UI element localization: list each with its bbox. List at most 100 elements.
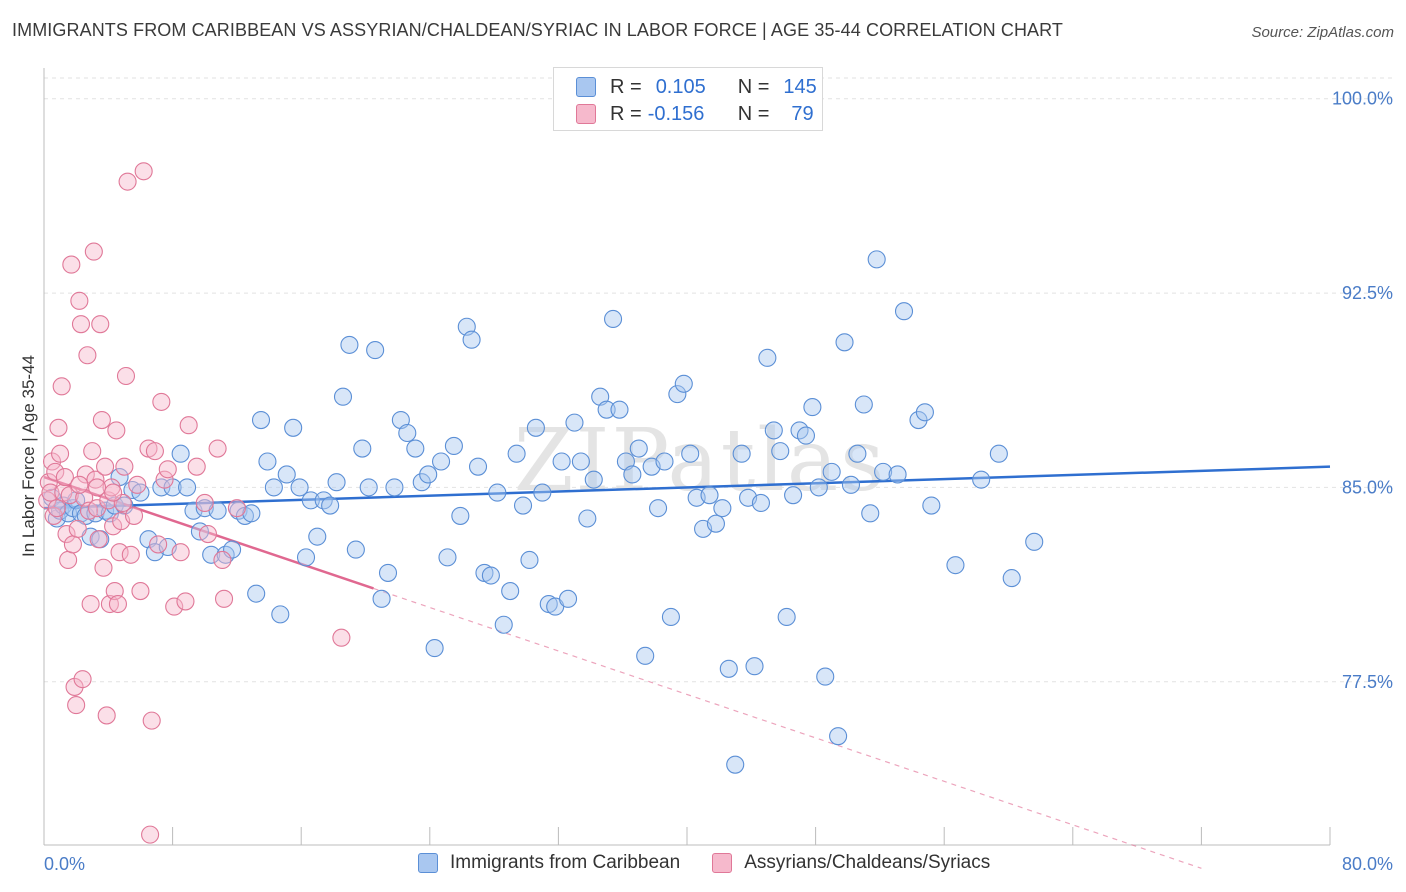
point-caribbean: [308, 527, 327, 546]
point-caribbean: [649, 499, 668, 518]
point-assyrian: [70, 475, 89, 494]
point-caribbean: [494, 615, 513, 634]
point-assyrian: [155, 470, 174, 489]
point-assyrian: [115, 457, 134, 476]
swatch-assyrian: [576, 104, 596, 124]
point-caribbean: [438, 548, 457, 567]
point-assyrian: [107, 421, 126, 440]
r-value: 0.105: [655, 75, 706, 98]
point-caribbean: [874, 462, 893, 481]
point-assyrian: [94, 558, 113, 577]
point-assyrian: [158, 460, 177, 479]
point-assyrian: [149, 535, 168, 554]
point-caribbean: [732, 444, 751, 463]
point-assyrian: [89, 530, 108, 549]
point-assyrian: [332, 628, 351, 647]
point-caribbean: [796, 426, 816, 445]
swatch-caribbean: [576, 77, 596, 97]
point-caribbean: [520, 550, 539, 570]
point-assyrian: [47, 499, 66, 518]
n-label: N =: [737, 75, 770, 98]
point-caribbean: [854, 395, 873, 414]
point-caribbean: [726, 755, 745, 774]
point-caribbean: [719, 659, 738, 678]
point-caribbean: [359, 478, 378, 497]
point-assyrian: [59, 550, 78, 570]
point-caribbean: [451, 506, 470, 525]
point-caribbean: [462, 330, 481, 349]
point-assyrian: [83, 442, 102, 461]
point-caribbean: [290, 478, 309, 497]
point-caribbean: [867, 250, 886, 269]
point-caribbean: [468, 457, 488, 476]
point-assyrian: [121, 545, 140, 564]
point-caribbean: [655, 452, 674, 471]
r-label: R =: [610, 75, 642, 98]
n-value: 79: [791, 102, 814, 125]
point-assyrian: [152, 392, 171, 411]
point-caribbean: [848, 444, 867, 463]
point-assyrian: [171, 543, 190, 562]
point-caribbean: [578, 509, 597, 528]
point-assyrian: [214, 589, 234, 608]
point-caribbean: [398, 423, 417, 443]
point-assyrian: [227, 499, 246, 518]
point-assyrian: [97, 706, 116, 725]
point-caribbean: [565, 413, 584, 432]
point-caribbean: [661, 607, 680, 627]
point-caribbean: [277, 465, 296, 484]
point-caribbean: [425, 639, 444, 658]
chart-title: IMMIGRANTS FROM CARIBBEAN VS ASSYRIAN/CH…: [12, 20, 1064, 40]
point-assyrian: [134, 162, 153, 181]
y-axis-label: In Labor Force | Age 35-44: [19, 355, 38, 557]
point-caribbean: [353, 439, 372, 458]
legend-label-assyrian: Assyrians/Chaldeans/Syriacs: [744, 852, 991, 873]
point-assyrian: [70, 291, 89, 310]
series-legend: Immigrants from Caribbean Assyrians/Chal…: [418, 852, 990, 874]
point-assyrian: [86, 470, 105, 489]
point-caribbean: [558, 589, 578, 608]
point-caribbean: [841, 475, 861, 494]
n-label: N =: [737, 102, 770, 125]
point-assyrian: [179, 416, 198, 435]
point-caribbean: [809, 478, 828, 497]
x-tick-label: 80.0%: [1342, 854, 1393, 874]
point-caribbean: [803, 398, 822, 417]
point-assyrian: [110, 543, 129, 562]
y-tick-label: 100.0%: [1332, 89, 1393, 109]
point-assyrian: [76, 465, 95, 484]
point-caribbean: [488, 483, 507, 502]
point-caribbean: [922, 496, 941, 515]
point-caribbean: [378, 563, 398, 582]
point-assyrian: [73, 670, 92, 689]
point-assyrian: [141, 825, 160, 844]
point-caribbean: [713, 499, 732, 518]
point-caribbean: [258, 452, 277, 471]
point-caribbean: [700, 486, 719, 505]
point-caribbean: [366, 341, 385, 360]
point-caribbean: [296, 548, 316, 567]
y-tick-label: 77.5%: [1342, 672, 1393, 692]
point-assyrian: [165, 597, 184, 616]
point-caribbean: [247, 584, 266, 603]
legend-label-caribbean: Immigrants from Caribbean: [450, 852, 681, 873]
axes: [43, 68, 1331, 846]
point-caribbean: [835, 333, 854, 352]
point-caribbean: [481, 566, 500, 585]
point-caribbean: [584, 470, 603, 489]
point-caribbean: [346, 540, 365, 559]
point-assyrian: [104, 483, 123, 502]
point-caribbean: [284, 418, 303, 437]
point-assyrian: [81, 594, 100, 614]
point-assyrian: [57, 525, 76, 544]
point-caribbean: [171, 444, 190, 463]
point-assyrian: [84, 242, 103, 261]
point-caribbean: [610, 400, 629, 419]
point-assyrian: [208, 439, 227, 458]
point-caribbean: [432, 452, 451, 471]
trend-line-caribbean: [43, 465, 1331, 510]
point-assyrian: [195, 493, 214, 513]
point-caribbean: [340, 335, 359, 354]
point-caribbean: [784, 486, 803, 505]
source-label: Source: ZipAtlas.com: [1251, 24, 1394, 41]
